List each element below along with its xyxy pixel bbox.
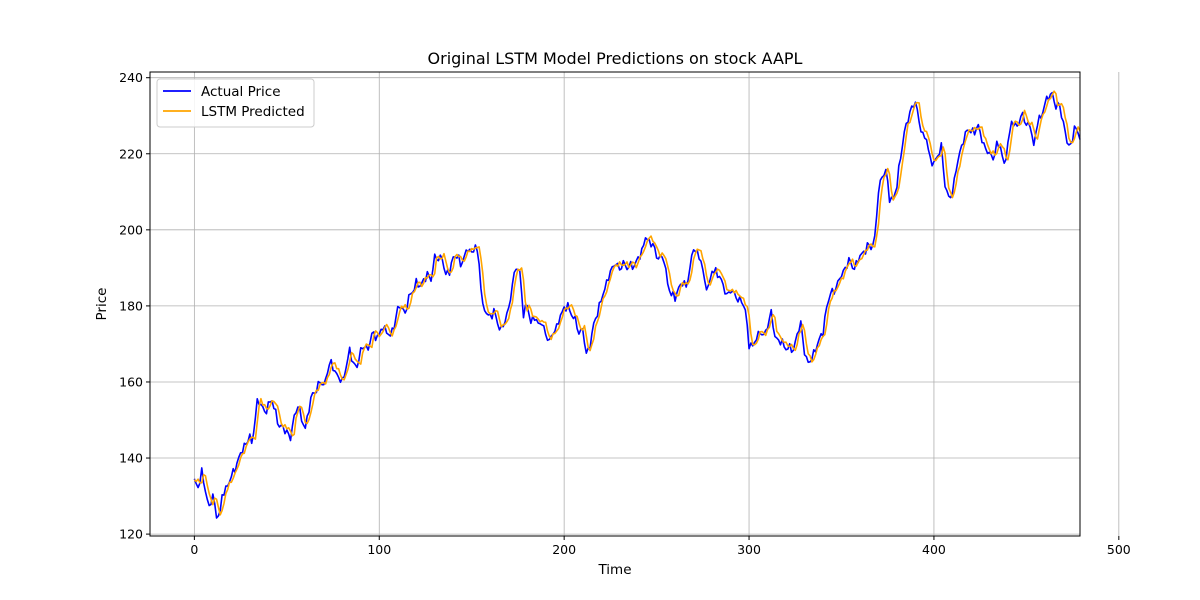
grid-lines (150, 72, 1120, 536)
y-axis-label: Price (94, 288, 110, 321)
x-tick-label: 100 (367, 542, 391, 557)
y-tick-label: 220 (119, 146, 143, 161)
y-tick-label: 120 (119, 527, 143, 542)
x-tick-label: 200 (552, 542, 576, 557)
x-axis-label: Time (597, 562, 631, 578)
y-tick-label: 140 (119, 451, 143, 466)
plot-frame (149, 71, 1081, 537)
x-tick-label: 500 (1107, 542, 1131, 557)
legend-frame (156, 78, 315, 128)
y-tick-label: 240 (119, 70, 143, 85)
x-axis-ticks: 0 100 200 300 400 500 (190, 536, 1131, 557)
x-tick-label: 400 (922, 542, 946, 557)
y-axis-ticks: 120 140 160 180 200 220 240 (119, 70, 150, 542)
legend-label-lstm-predicted: LSTM Predicted (201, 104, 305, 120)
series-lines (193, 90, 1081, 519)
legend: Actual Price LSTM Predicted (156, 78, 315, 128)
y-tick-label: 200 (119, 222, 143, 237)
x-tick-label: 0 (190, 542, 198, 557)
y-tick-label: 180 (119, 298, 143, 313)
x-tick-label: 300 (737, 542, 761, 557)
y-tick-label: 160 (119, 374, 143, 389)
chart-title: Original LSTM Model Predictions on stock… (428, 49, 803, 68)
legend-label-actual-price: Actual Price (201, 84, 281, 100)
series-line-lstm-predicted (193, 90, 1081, 516)
